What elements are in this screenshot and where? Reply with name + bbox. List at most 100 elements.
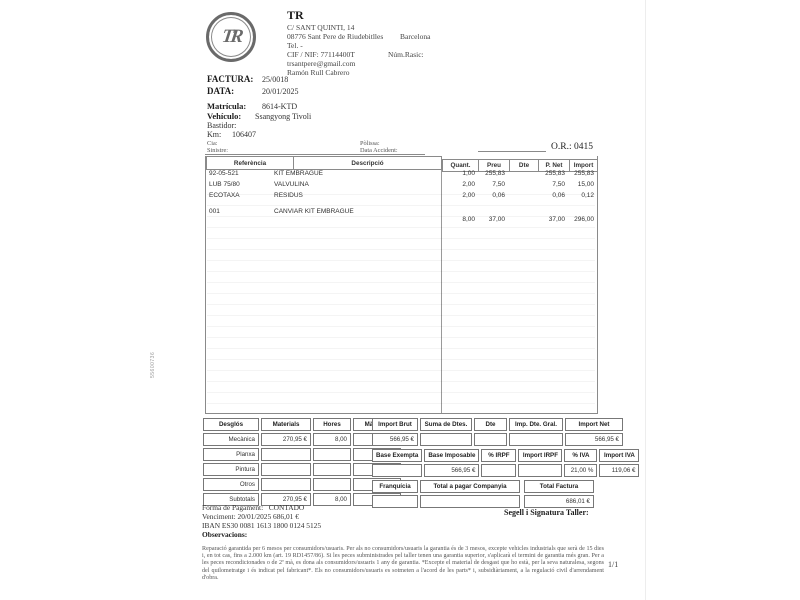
matricula-label: Matrícula: xyxy=(207,101,247,111)
cell-pnet: 7,50 xyxy=(552,181,565,188)
cell-ref: ECOTAXA xyxy=(209,192,240,199)
cell-quant: 1,00 xyxy=(462,170,475,177)
header-franquicia: Franquícia xyxy=(372,480,418,493)
tr-logo-text: TR xyxy=(220,26,242,47)
header-import-iva: Import IVA xyxy=(599,449,640,462)
cell-ref: LUB 75/80 xyxy=(209,181,240,188)
or-underline xyxy=(478,151,546,152)
factura-value: 25/0018 xyxy=(262,75,289,84)
header-base-imposable: Base Imposable xyxy=(424,449,480,462)
header-imp-dte-gral: Imp. Dte. Gral. xyxy=(509,418,563,431)
header-dte: Dte xyxy=(474,418,507,431)
cell-preu: 0,06 xyxy=(492,192,505,199)
payment-iban: IBAN ES30 0081 1613 1800 0124 5125 xyxy=(202,521,322,530)
cell-suma-dtes xyxy=(420,433,472,446)
totals-header-row: Total Factura xyxy=(524,480,594,493)
factura-label: FACTURA: xyxy=(207,74,254,84)
row-label: Subtotals xyxy=(203,493,259,506)
cell-ref: 92-05-521 xyxy=(209,170,239,177)
lines-table: Referència Descripció Quant. Preu Dte P.… xyxy=(205,156,598,414)
header-descripcio: Descripció xyxy=(293,156,442,170)
matricula-value: 8614-KTD xyxy=(262,102,298,111)
polissa-label: Pòlissa: xyxy=(360,140,380,147)
header-dte: Dte xyxy=(509,159,539,172)
legal-text: Reparació garantida per 6 mesos per cons… xyxy=(202,546,604,581)
observacions-label: Observacions: xyxy=(202,530,248,539)
cell-base-exempta xyxy=(372,464,423,477)
lines-table-divider xyxy=(441,156,442,413)
company-rasic-label: Núm.Rasic: xyxy=(388,50,424,59)
table-row: Pintura xyxy=(203,463,401,476)
page-number: 1/1 xyxy=(608,560,619,569)
cell-hores xyxy=(313,478,351,491)
company-name: TR xyxy=(287,8,304,22)
cell-import-net: 566,95 € xyxy=(565,433,623,446)
tr-logo-icon: TR xyxy=(206,12,256,62)
header-import-net: Import Net xyxy=(565,418,623,431)
sinistre-label: Sinistre: xyxy=(207,147,228,154)
header-hores: Hores xyxy=(313,418,351,431)
or-number: O.R.: 0415 xyxy=(551,142,593,152)
company-address: C/ SANT QUINTI, 14 xyxy=(287,23,355,32)
table-row: 686,01 € xyxy=(524,495,594,508)
cell-hores xyxy=(313,448,351,461)
cell-pct-iva: 21,00 % xyxy=(564,464,598,477)
cell-materials xyxy=(261,448,311,461)
header-base-exempta: Base Exempta xyxy=(372,449,423,462)
cell-quant: 2,00 xyxy=(462,181,475,188)
totals-base-table: Base Exempta Base Imposable % IRPF Impor… xyxy=(370,447,641,479)
company-city: 08776 Sant Pere de Riudebitlles xyxy=(287,32,384,41)
cell-materials: 270,95 € xyxy=(261,433,311,446)
divider-line xyxy=(205,154,425,155)
cell-pnet: 0,06 xyxy=(552,192,565,199)
signature-label: Segell i Signatura Taller: xyxy=(504,508,589,517)
vehiculo-label: Vehículo: xyxy=(207,111,242,121)
row-label: Otros xyxy=(203,478,259,491)
totals-franquicia-table: Franquícia Total a pagar Companyia xyxy=(370,478,522,510)
company-tel: Tel. - xyxy=(287,41,303,50)
company-province: Barcelona xyxy=(400,32,431,41)
cell-import-brut: 566,95 € xyxy=(372,433,418,446)
table-row: 001 CANVIAR KIT EMBRAGUE 8,00 37,00 37,0… xyxy=(206,208,597,223)
cell-imp-dte-gral xyxy=(509,433,563,446)
table-row xyxy=(372,495,520,508)
header-pct-irpf: % IRPF xyxy=(481,449,517,462)
cell-import: 255,83 xyxy=(574,170,594,177)
cell-hores: 8,00 xyxy=(313,433,351,446)
cell-import-iva: 119,06 € xyxy=(599,464,640,477)
data-label: DATA: xyxy=(207,86,235,96)
data-value: 20/01/2025 xyxy=(262,87,299,96)
vehiculo-value: Ssangyong Tivoli xyxy=(255,112,312,121)
cell-ref: 001 xyxy=(209,208,220,215)
row-label: Mecànica xyxy=(203,433,259,446)
header-desglos: Desglós xyxy=(203,418,259,431)
table-row: 566,95 € 21,00 % 119,06 € xyxy=(372,464,640,477)
cell-materials xyxy=(261,478,311,491)
cell-desc: CANVIAR KIT EMBRAGUE xyxy=(274,208,354,215)
cell-base-imposable: 566,95 € xyxy=(424,464,480,477)
totals-brut-table: Import Brut Suma de Dtes. Dte Imp. Dte. … xyxy=(370,416,625,448)
company-cif: CIF / NIF: 77114400T xyxy=(287,50,355,59)
cell-total-factura: 686,01 € xyxy=(524,495,594,508)
totals-header-row: Base Exempta Base Imposable % IRPF Impor… xyxy=(372,449,640,462)
cell-import: 0,12 xyxy=(581,192,594,199)
cell-materials xyxy=(261,463,311,476)
cell-quant: 2,00 xyxy=(462,192,475,199)
cell-dte xyxy=(474,433,507,446)
header-import-brut: Import Brut xyxy=(372,418,418,431)
header-pct-iva: % IVA xyxy=(564,449,598,462)
table-row: LUB 75/80 VALVULINA 2,00 7,50 7,50 15,00 xyxy=(206,181,597,192)
cell-desc: KIT EMBRAGUE xyxy=(274,170,324,177)
cell-quant: 8,00 xyxy=(462,216,475,223)
data-accident-label: Data Accident: xyxy=(360,147,398,154)
cell-pnet: 37,00 xyxy=(548,216,565,223)
header-import: Import xyxy=(569,159,598,172)
header-materials: Materials xyxy=(261,418,311,431)
cell-import: 296,00 xyxy=(574,216,594,223)
cell-franquicia xyxy=(372,495,418,508)
cell-preu: 37,00 xyxy=(488,216,505,223)
table-row: 566,95 € 566,95 € xyxy=(372,433,623,446)
cell-preu: 7,50 xyxy=(492,181,505,188)
cell-total-companyia xyxy=(420,495,520,508)
